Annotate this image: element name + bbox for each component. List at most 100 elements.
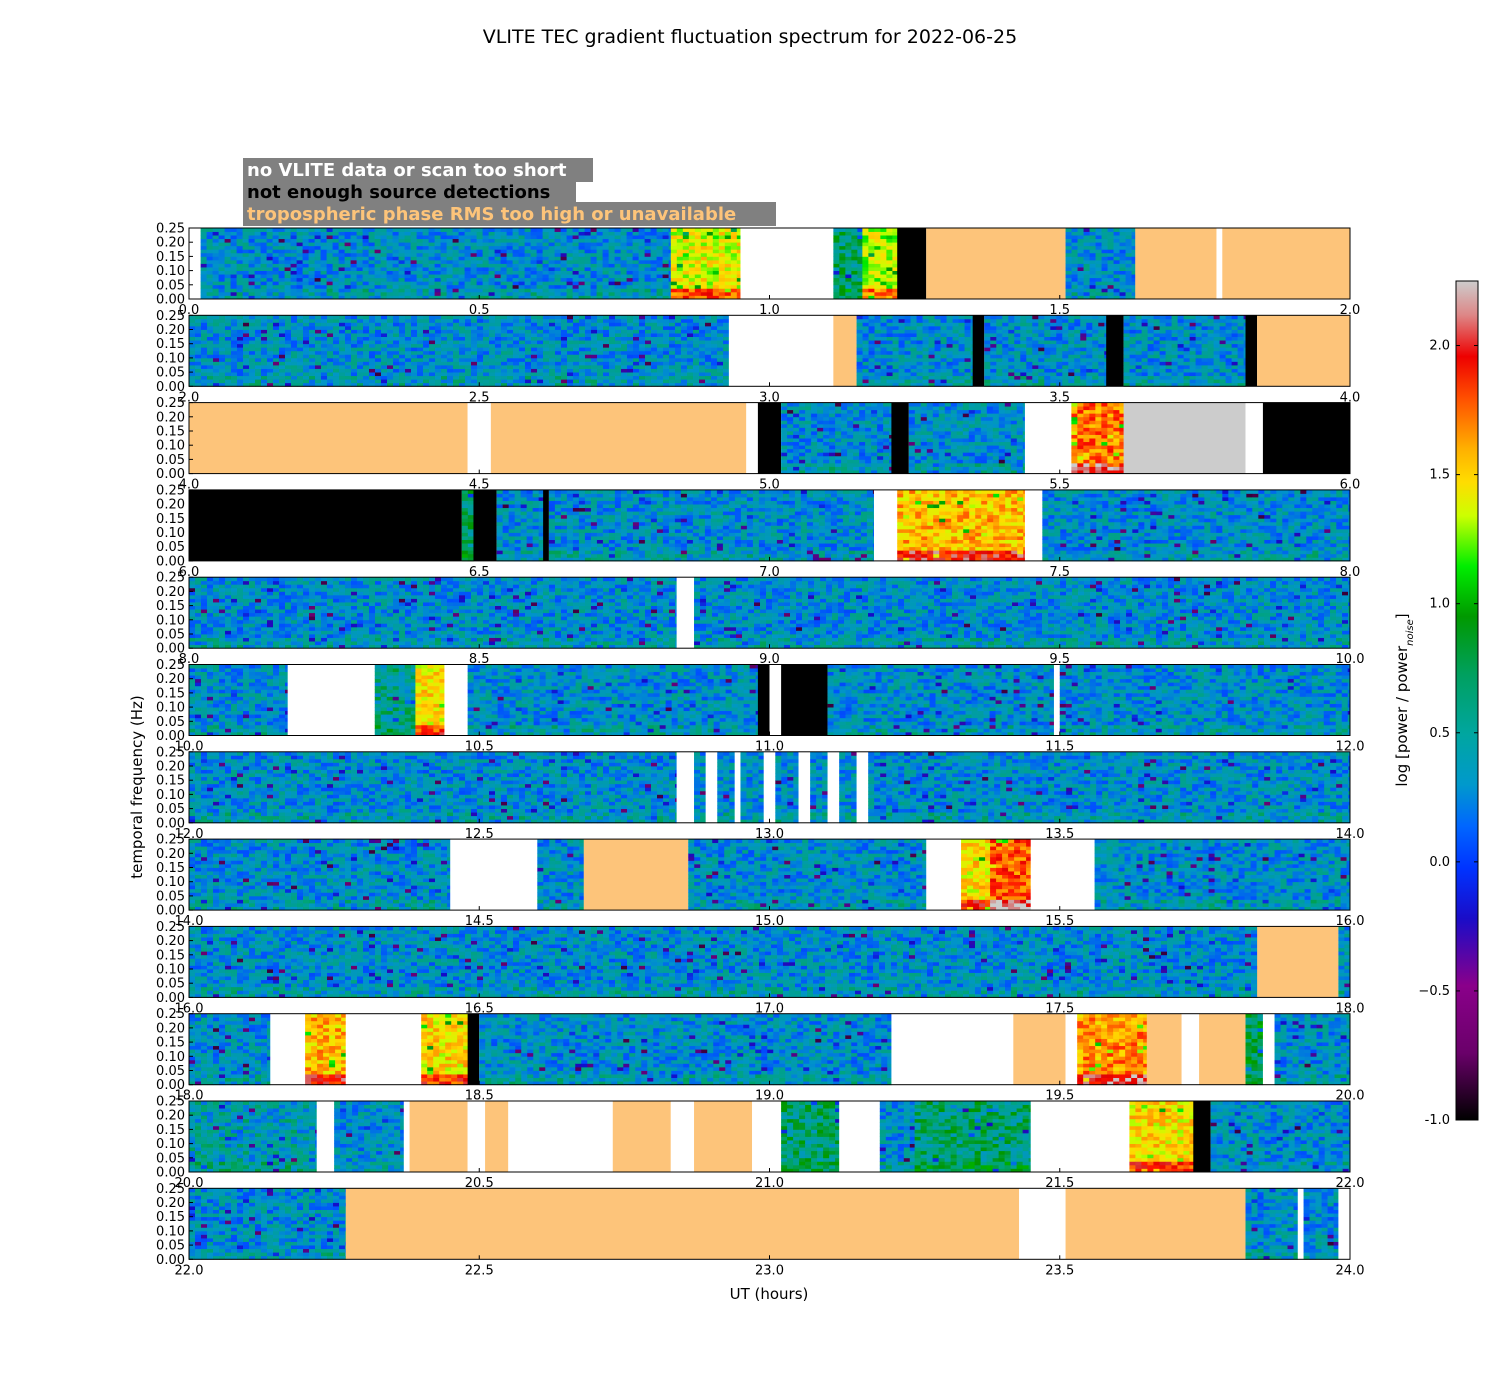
spectrum-cell [1002,376,1008,380]
spectrum-cell [327,337,333,341]
spectrum-cell [369,344,375,348]
spectrum-cell [363,365,369,369]
spectrum-cell [345,242,351,246]
spectrum-cell [1130,347,1136,351]
spectrum-cell [207,232,213,236]
spectrum-cell [303,358,309,362]
spectrum-cell [237,285,243,289]
spectrum-cell [255,347,261,351]
spectrum-cell [707,235,713,239]
spectrum-cell [267,351,273,355]
spectrum-cell [719,235,725,239]
spectrum-cell [567,281,573,285]
spectrum-cell [549,292,555,296]
spectrum-cell [615,267,621,271]
spectrum-cell [405,288,411,292]
spectrum-cell [351,242,357,246]
spectrum-cell [411,271,417,275]
spectrum-cell [213,264,219,268]
spectrum-cell [339,333,345,337]
spectrum-cell [393,285,399,289]
spectrum-cell [953,361,959,365]
spectrum-cell [309,361,315,365]
spectrum-cell [219,285,225,289]
spectrum-cell [519,319,525,323]
spectrum-cell [561,333,567,337]
spectrum-cell [1086,354,1092,358]
spectrum-cell [1002,315,1008,319]
spectrum-cell [195,372,201,376]
spectrum-cell [1086,344,1092,348]
spectrum-cell [327,292,333,296]
spectrum-cell [701,260,707,264]
spectrum-cell [621,253,627,257]
spectrum-cell [869,376,875,380]
spectrum-cell [1096,253,1102,257]
spectrum-cell [285,228,291,232]
spectrum-cell [719,246,725,250]
spectrum-cell [887,347,893,351]
spectrum-cell [261,249,267,253]
spectrum-cell [705,354,711,358]
spectrum-cell [519,278,525,282]
spectrum-cell [621,379,627,383]
spectrum-cell [585,267,591,271]
spectrum-cell [887,376,893,380]
spectrum-cell [996,372,1002,376]
spectrum-cell [339,288,345,292]
spectrum-cell [609,235,615,239]
spectrum-cell [249,256,255,260]
spectrum-cell [645,361,651,365]
spectrum-cell [351,330,357,334]
spectrum-cell [237,288,243,292]
spectrum-cell [683,260,689,264]
spectrum-cell [929,337,935,341]
spectrum-cell [291,249,297,253]
spectrum-cell [423,278,429,282]
spectrum-cell [363,376,369,380]
spectrum-cell [868,235,874,239]
spectrum-cell [273,326,279,330]
spectrum-segment [671,228,741,299]
spectrum-cell [309,379,315,383]
spectrum-cell [1002,369,1008,373]
spectrum-cell [1020,347,1026,351]
spectrum-cell [339,365,345,369]
spectrum-cell [207,358,213,362]
spectrum-cell [905,379,911,383]
spectrum-cell [333,315,339,319]
spectrum-cell [555,358,561,362]
spectrum-cell [387,361,393,365]
spectrum-cell [911,376,917,380]
spectrum-cell [213,315,219,319]
spectrum-cell [609,361,615,365]
spectrum-cell [327,278,333,282]
spectrum-cell [309,292,315,296]
spectrum-cell [990,358,996,362]
spectrum-cell [669,361,675,365]
spectrum-cell [549,358,555,362]
spectrum-cell [237,376,243,380]
spectrum-cell [279,354,285,358]
spectrum-cell [255,340,261,344]
spectrum-cell [303,249,309,253]
spectrum-cell [1008,354,1014,358]
spectrum-cell [453,278,459,282]
spectrum-cell [657,274,663,278]
spectrum-cell [387,326,393,330]
spectrum-cell [303,379,309,383]
spectrum-cell [537,326,543,330]
spectrum-cell [880,256,886,260]
spectrum-cell [1032,337,1038,341]
spectrum-cell [537,376,543,380]
spectrum-cell [681,379,687,383]
spectrum-cell [255,253,261,257]
spectrum-cell [387,372,393,376]
spectrum-cell [1120,292,1126,296]
spectrum-cell [929,361,935,365]
spectrum-cell [707,292,713,296]
spectrum-cell [345,239,351,243]
spectrum-cell [1020,319,1026,323]
spectrum-cell [267,253,273,257]
spectrum-cell [501,347,507,351]
